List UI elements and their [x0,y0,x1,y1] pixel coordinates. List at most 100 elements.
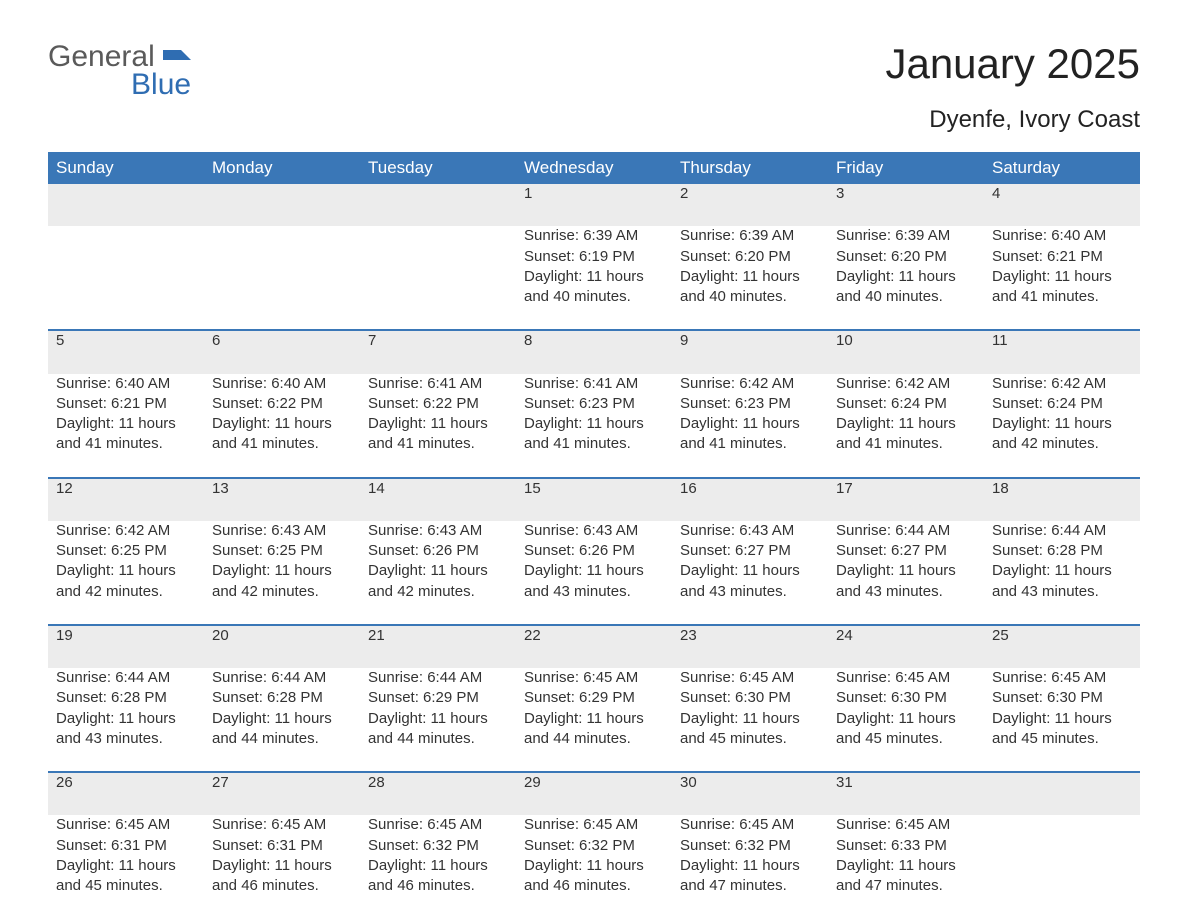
day-cell: Sunrise: 6:43 AMSunset: 6:27 PMDaylight:… [672,521,828,625]
sunrise-line: Sunrise: 6:44 AM [56,668,196,688]
daylight-line: Daylight: 11 hours and 43 minutes. [992,561,1132,602]
day-number: 21 [360,625,516,668]
day-number: 27 [204,772,360,815]
sunset-line: Sunset: 6:23 PM [680,394,820,414]
day-number: 22 [516,625,672,668]
weekday-header: Friday [828,152,984,184]
sunset-line: Sunset: 6:30 PM [992,688,1132,708]
sunset-line: Sunset: 6:31 PM [56,836,196,856]
day-number: 12 [48,478,204,521]
sunset-line: Sunset: 6:26 PM [368,541,508,561]
day-number: 4 [984,184,1140,226]
empty-daynum [360,184,516,226]
sunrise-line: Sunrise: 6:39 AM [524,226,664,246]
day-number: 9 [672,330,828,373]
weekday-header: Sunday [48,152,204,184]
sunset-line: Sunset: 6:29 PM [524,688,664,708]
day-cell: Sunrise: 6:42 AMSunset: 6:25 PMDaylight:… [48,521,204,625]
daylight-line: Daylight: 11 hours and 43 minutes. [680,561,820,602]
day-cell: Sunrise: 6:39 AMSunset: 6:20 PMDaylight:… [672,226,828,330]
sunset-line: Sunset: 6:28 PM [212,688,352,708]
daylight-line: Daylight: 11 hours and 41 minutes. [368,414,508,455]
sunrise-line: Sunrise: 6:43 AM [524,521,664,541]
sunset-line: Sunset: 6:27 PM [680,541,820,561]
sunrise-line: Sunrise: 6:45 AM [836,815,976,835]
logo-word-2: Blue [48,70,191,100]
empty-cell [360,226,516,330]
day-number: 3 [828,184,984,226]
day-cell: Sunrise: 6:41 AMSunset: 6:22 PMDaylight:… [360,374,516,478]
sunset-line: Sunset: 6:27 PM [836,541,976,561]
empty-daynum [204,184,360,226]
day-number: 19 [48,625,204,668]
day-cell: Sunrise: 6:45 AMSunset: 6:30 PMDaylight:… [672,668,828,772]
day-cell: Sunrise: 6:45 AMSunset: 6:30 PMDaylight:… [984,668,1140,772]
day-cell: Sunrise: 6:43 AMSunset: 6:26 PMDaylight:… [360,521,516,625]
sunset-line: Sunset: 6:20 PM [680,247,820,267]
sunrise-line: Sunrise: 6:45 AM [524,815,664,835]
day-cell: Sunrise: 6:45 AMSunset: 6:33 PMDaylight:… [828,815,984,918]
day-number: 17 [828,478,984,521]
day-number: 14 [360,478,516,521]
day-number: 6 [204,330,360,373]
sunset-line: Sunset: 6:20 PM [836,247,976,267]
empty-daynum [48,184,204,226]
daylight-line: Daylight: 11 hours and 45 minutes. [680,709,820,750]
day-number: 5 [48,330,204,373]
day-cell: Sunrise: 6:42 AMSunset: 6:23 PMDaylight:… [672,374,828,478]
sunset-line: Sunset: 6:25 PM [212,541,352,561]
sunrise-line: Sunrise: 6:44 AM [992,521,1132,541]
day-cell: Sunrise: 6:42 AMSunset: 6:24 PMDaylight:… [984,374,1140,478]
sunset-line: Sunset: 6:21 PM [992,247,1132,267]
sunrise-line: Sunrise: 6:45 AM [368,815,508,835]
daylight-line: Daylight: 11 hours and 41 minutes. [680,414,820,455]
sunrise-line: Sunrise: 6:43 AM [368,521,508,541]
day-number: 24 [828,625,984,668]
daylight-line: Daylight: 11 hours and 47 minutes. [680,856,820,897]
sunset-line: Sunset: 6:32 PM [524,836,664,856]
sunrise-line: Sunrise: 6:43 AM [680,521,820,541]
sunrise-line: Sunrise: 6:44 AM [836,521,976,541]
day-number: 31 [828,772,984,815]
day-number: 23 [672,625,828,668]
day-number: 15 [516,478,672,521]
day-cell: Sunrise: 6:42 AMSunset: 6:24 PMDaylight:… [828,374,984,478]
day-number: 26 [48,772,204,815]
day-cell: Sunrise: 6:44 AMSunset: 6:27 PMDaylight:… [828,521,984,625]
day-number: 20 [204,625,360,668]
day-cell: Sunrise: 6:39 AMSunset: 6:20 PMDaylight:… [828,226,984,330]
sunrise-line: Sunrise: 6:42 AM [56,521,196,541]
daylight-line: Daylight: 11 hours and 44 minutes. [524,709,664,750]
sunset-line: Sunset: 6:23 PM [524,394,664,414]
daylight-line: Daylight: 11 hours and 46 minutes. [368,856,508,897]
daylight-line: Daylight: 11 hours and 41 minutes. [212,414,352,455]
sunrise-line: Sunrise: 6:44 AM [368,668,508,688]
sunrise-line: Sunrise: 6:40 AM [992,226,1132,246]
day-cell: Sunrise: 6:45 AMSunset: 6:31 PMDaylight:… [48,815,204,918]
daylight-line: Daylight: 11 hours and 44 minutes. [368,709,508,750]
day-cell: Sunrise: 6:43 AMSunset: 6:25 PMDaylight:… [204,521,360,625]
day-number: 28 [360,772,516,815]
daylight-line: Daylight: 11 hours and 43 minutes. [56,709,196,750]
sunset-line: Sunset: 6:30 PM [680,688,820,708]
sunrise-line: Sunrise: 6:40 AM [212,374,352,394]
sunrise-line: Sunrise: 6:45 AM [56,815,196,835]
sunrise-line: Sunrise: 6:42 AM [836,374,976,394]
sunrise-line: Sunrise: 6:45 AM [992,668,1132,688]
location-subtitle: Dyenfe, Ivory Coast [48,106,1140,134]
sunrise-line: Sunrise: 6:44 AM [212,668,352,688]
day-number: 1 [516,184,672,226]
daylight-line: Daylight: 11 hours and 43 minutes. [836,561,976,602]
sunrise-line: Sunrise: 6:45 AM [524,668,664,688]
sunset-line: Sunset: 6:25 PM [56,541,196,561]
daylight-line: Daylight: 11 hours and 45 minutes. [56,856,196,897]
empty-daynum [984,772,1140,815]
day-cell: Sunrise: 6:45 AMSunset: 6:29 PMDaylight:… [516,668,672,772]
day-number: 29 [516,772,672,815]
sunrise-line: Sunrise: 6:45 AM [836,668,976,688]
daylight-line: Daylight: 11 hours and 42 minutes. [368,561,508,602]
day-number: 18 [984,478,1140,521]
day-cell: Sunrise: 6:45 AMSunset: 6:31 PMDaylight:… [204,815,360,918]
weekday-header: Monday [204,152,360,184]
sunset-line: Sunset: 6:21 PM [56,394,196,414]
